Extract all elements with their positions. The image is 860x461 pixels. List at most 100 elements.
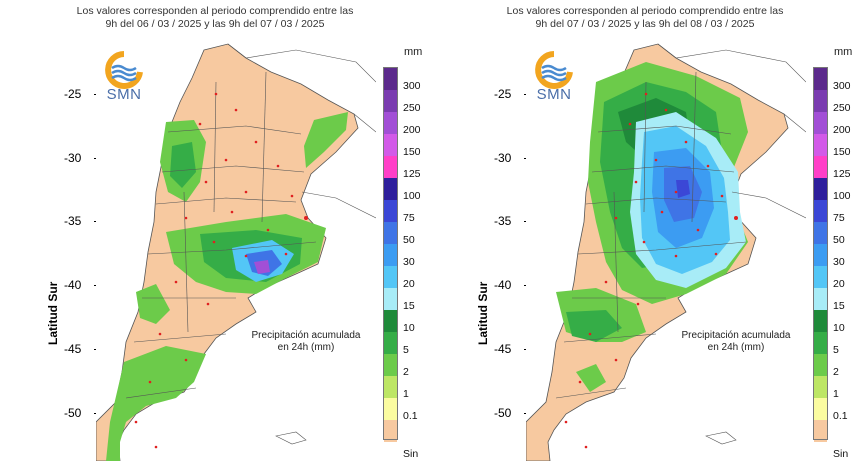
legend-level-label: 125 — [403, 168, 421, 180]
legend-level-label: 100 — [833, 190, 851, 202]
y-tick: -50 — [494, 406, 529, 420]
y-axis-label: Latitud Sur — [476, 281, 490, 345]
legend-swatch — [384, 420, 397, 442]
rain-area — [136, 284, 170, 324]
y-tick: -25 — [494, 87, 529, 101]
map-note: Precipitación acumulada en 24h (mm) — [236, 330, 376, 354]
legend-swatch — [814, 288, 827, 310]
precipitation-legend: mm 300 250 200 150 125 100 75 50 30 20 15 10 5 2 1 0.1 … — [383, 46, 430, 461]
legend-swatch — [384, 222, 397, 244]
legend-level-label: 5 — [833, 344, 839, 356]
smn-logo: SMN — [100, 50, 148, 103]
legend-frame — [383, 67, 398, 440]
legend-swatch — [384, 200, 397, 222]
y-tick: -45 — [494, 342, 529, 356]
legend-swatch — [814, 266, 827, 288]
legend-swatch — [814, 244, 827, 266]
province-borders — [555, 71, 747, 399]
legend-level-label: 0.1 — [403, 410, 418, 422]
rain-area — [566, 310, 622, 342]
weather-stations — [134, 92, 308, 449]
legend-swatch — [814, 332, 827, 354]
legend-level-label: 250 — [833, 102, 851, 114]
smn-logo-icon — [535, 51, 573, 89]
legend-swatch — [384, 288, 397, 310]
smn-logo-text: SMN — [536, 86, 572, 103]
rain-area — [170, 142, 196, 188]
rain-area — [106, 346, 206, 461]
legend-level-label: 200 — [403, 124, 421, 136]
panel-day1: Los valores corresponden al periodo comp… — [46, 5, 430, 461]
legend-swatch — [384, 68, 397, 90]
legend-level-label: 10 — [403, 322, 415, 334]
legend-level-label: 30 — [403, 256, 415, 268]
legend-swatch — [384, 266, 397, 288]
legend-swatch — [814, 222, 827, 244]
legend-level-label: 300 — [403, 80, 421, 92]
legend-swatch — [814, 178, 827, 200]
legend-level-label: 30 — [833, 256, 845, 268]
legend-swatch — [814, 68, 827, 90]
panel-title-line2: 9h del 06 / 03 / 2025 y las 9h del 07 / … — [105, 18, 325, 30]
legend-swatch — [384, 310, 397, 332]
precipitation-map — [526, 42, 806, 461]
legend-swatch — [814, 354, 827, 376]
y-tick: -40 — [64, 278, 99, 292]
legend-level-label: 75 — [833, 212, 845, 224]
precipitation-legend: mm 300 250 200 150 125 100 75 50 30 20 15 10 5 2 1 0.1 … — [813, 46, 860, 461]
legend-swatch — [814, 200, 827, 222]
weather-stations — [564, 92, 738, 449]
panel-day2: Los valores corresponden al periodo comp… — [430, 0, 860, 461]
legend-swatch — [384, 244, 397, 266]
legend-level-label: 200 — [833, 124, 851, 136]
legend-level-label: 2 — [833, 366, 839, 378]
y-tick: -50 — [64, 406, 99, 420]
y-tick: -30 — [494, 151, 529, 165]
legend-level-label: 100 — [403, 190, 421, 202]
panel-title-line2: 9h del 07 / 03 / 2025 y las 9h del 08 / … — [535, 18, 755, 30]
tierra-del-fuego — [275, 431, 307, 445]
legend-level-label: 1 — [833, 388, 839, 400]
legend-level-label: 1 — [403, 388, 409, 400]
legend-swatch — [384, 178, 397, 200]
country-borders — [657, 43, 806, 219]
y-tick: -35 — [494, 214, 529, 228]
legend-swatch — [814, 112, 827, 134]
country-borders — [227, 43, 376, 219]
rain-area — [576, 364, 606, 392]
y-tick: -25 — [64, 87, 99, 101]
panel-title-line1: Los valores corresponden al periodo comp… — [76, 5, 354, 17]
legend-swatch — [814, 90, 827, 112]
legend-level-label: 5 — [403, 344, 409, 356]
legend-level-label: 15 — [403, 300, 415, 312]
legend-level-label: 10 — [833, 322, 845, 334]
map-note-line2: en 24h (mm) — [707, 342, 765, 353]
legend-swatch — [384, 156, 397, 178]
legend-swatch — [384, 90, 397, 112]
smn-logo-icon — [105, 51, 143, 89]
province-borders — [125, 71, 317, 399]
map-note-line2: en 24h (mm) — [277, 342, 335, 353]
legend-swatch — [384, 112, 397, 134]
legend-swatch — [384, 354, 397, 376]
legend-swatch — [384, 398, 397, 420]
legend-level-label: 150 — [403, 146, 421, 158]
legend-level-label: 150 — [833, 146, 851, 158]
legend-level-label: 50 — [403, 234, 415, 246]
precipitation-map — [96, 42, 376, 461]
rain-area — [304, 112, 348, 168]
legend-level-label: 75 — [403, 212, 415, 224]
rain-area — [254, 260, 270, 274]
legend-swatch — [814, 376, 827, 398]
smn-logo: SMN — [530, 50, 578, 103]
legend-swatch — [814, 420, 827, 442]
y-tick: -35 — [64, 214, 99, 228]
rain-area — [676, 180, 690, 198]
legend-swatch — [814, 310, 827, 332]
legend-level-label: 50 — [833, 234, 845, 246]
legend-swatch — [814, 398, 827, 420]
legend-swatch — [384, 134, 397, 156]
y-tick: -45 — [64, 342, 99, 356]
legend-level-label: 0.1 — [833, 410, 848, 422]
